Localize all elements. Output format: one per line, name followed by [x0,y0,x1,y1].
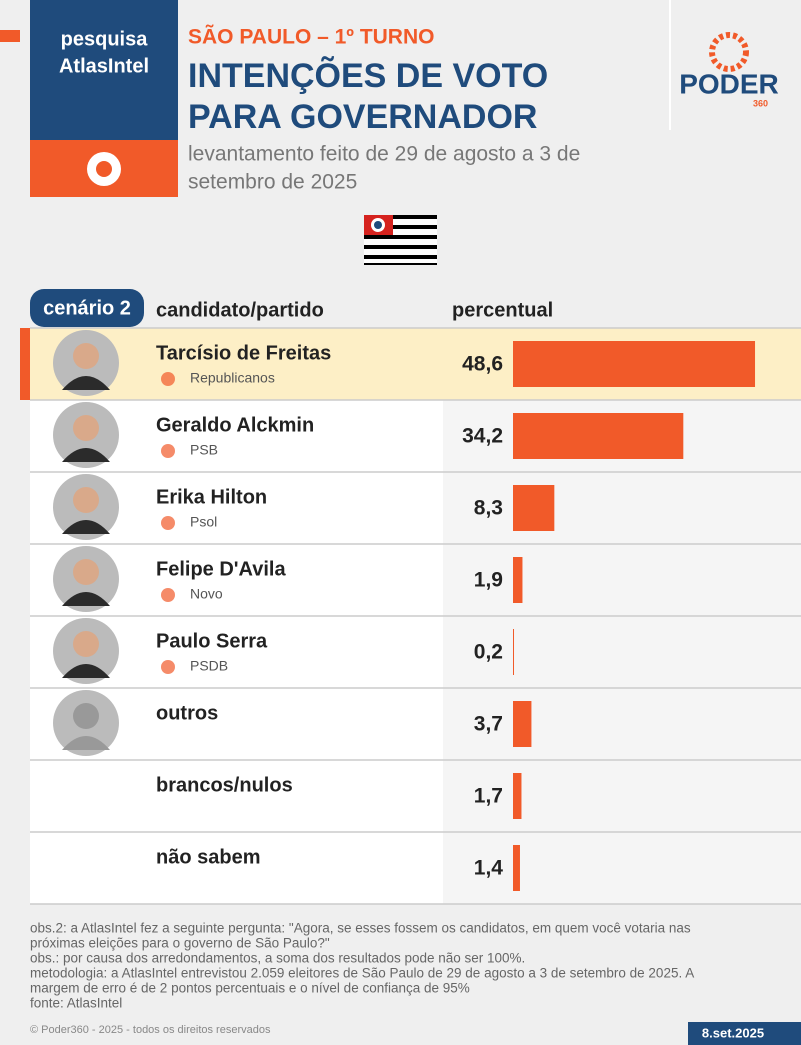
bar [513,701,532,747]
party: Psol [190,514,217,530]
candidate: não sabem [156,846,260,868]
scenario: cenário 2 [43,297,131,319]
value-label: 0,2 [474,641,503,664]
note: obs.2: a AtlasIntel fez a seguinte pergu… [30,921,691,936]
photo-body [62,376,110,390]
logo: PODER [679,68,779,99]
party-logo [161,372,175,386]
note: obs.: por causa dos arredondamentos, a s… [30,951,525,966]
photo-head [73,631,99,657]
title: INTENÇÕES DE VOTO [188,57,548,95]
brand: AtlasIntel [59,55,149,77]
note: próximas eleições para o governo de São … [30,936,330,951]
value-label: 1,9 [474,569,503,592]
value-label: 3,7 [474,713,503,736]
kicker: SÃO PAULO – 1º TURNO [188,26,434,49]
value-label: 48,6 [462,353,503,376]
bar [513,773,522,819]
photo-head [73,559,99,585]
scenario-pill [30,289,144,327]
flag [364,215,437,265]
value-bg [443,544,801,616]
party: Republicanos [190,370,275,386]
bar [513,845,520,891]
copyright: © Poder360 - 2025 - todos os direitos re… [30,1024,271,1036]
bar [513,557,523,603]
accent [0,30,20,42]
value-label: 1,7 [474,785,503,808]
brand: pesquisa [61,28,149,50]
date-box [688,1022,801,1045]
bar [513,629,514,675]
photo-head [73,343,99,369]
party: PSB [190,442,218,458]
bar [513,485,555,531]
party-logo [161,516,175,530]
value-bg [443,472,801,544]
logo-sub: 360 [753,98,768,108]
date: 8.set.2025 [702,1025,764,1040]
photo-body [62,592,110,606]
value-bg [443,616,801,688]
photo-head [73,415,99,441]
party: PSDB [190,658,228,674]
note: fonte: AtlasIntel [30,996,122,1011]
value-label: 34,2 [462,425,503,448]
subtitle: levantamento feito de 29 de agosto a 3 d… [188,143,580,166]
bar [513,341,756,387]
brand-icon [96,161,112,177]
party-logo [161,660,175,674]
candidate: outros [156,702,218,724]
value-bg [443,760,801,832]
category-header: candidato/partido [156,299,324,321]
note: metodologia: a AtlasIntel entrevistou 2.… [30,966,694,981]
photo-head [73,487,99,513]
party: Novo [190,586,223,602]
party-logo [161,444,175,458]
candidate: Erika Hilton [156,486,267,508]
photo-body [62,520,110,534]
title: PARA GOVERNADOR [188,98,537,136]
value-header: percentual [452,299,553,321]
subtitle: setembro de 2025 [188,171,357,194]
value-bg [443,832,801,904]
photo-head [73,703,99,729]
brand-box [30,0,178,140]
bar [513,413,684,459]
candidate: Geraldo Alckmin [156,414,314,436]
candidate: brancos/nulos [156,774,293,796]
photo-body [62,448,110,462]
candidate: Paulo Serra [156,630,268,652]
value-bg [443,688,801,760]
candidate: Felipe D'Avila [156,558,286,580]
note: margem de erro é de 2 pontos percentuais… [30,981,470,996]
logo-mark [709,32,749,72]
photo-body [62,736,110,750]
photo-body [62,664,110,678]
candidate: Tarcísio de Freitas [156,342,331,364]
value-label: 1,4 [474,857,504,880]
highlight-stripe [20,328,30,400]
party-logo [161,588,175,602]
value-label: 8,3 [474,497,503,520]
